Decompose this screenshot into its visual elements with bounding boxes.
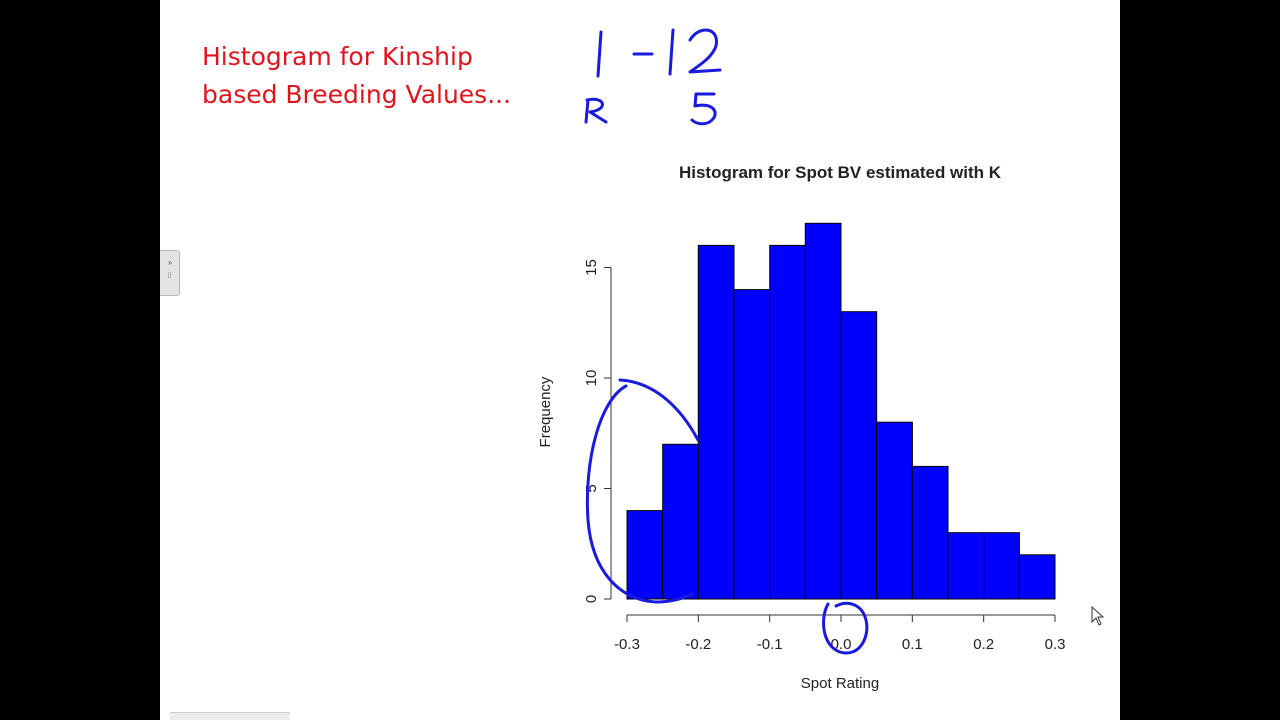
x-tick-label: 0.1 [902, 636, 923, 653]
handwritten-annotations [584, 28, 869, 655]
x-tick-label: 0.3 [1045, 636, 1066, 653]
double-chevron-right-icon: » [167, 258, 173, 267]
slide-title-line-2: based Breeding Values... [202, 80, 512, 109]
slide-canvas: Histogram for Kinship based Breeding Val… [160, 0, 1120, 720]
histogram-bar [840, 311, 878, 600]
bars-group [626, 222, 1056, 600]
y-tick-label: 0 [583, 595, 600, 603]
y-tick-label: 10 [583, 370, 600, 387]
handwritten-1-12 [596, 28, 722, 78]
y-tick-label: 15 [583, 259, 600, 276]
slide-title-line-1: Histogram for Kinship [202, 42, 473, 71]
handwritten-letter-r [584, 97, 608, 124]
chart-title: Histogram for Spot BV estimated with K [679, 163, 1002, 182]
x-axis-label: Spot Rating [801, 675, 879, 692]
x-tick-label: -0.2 [685, 636, 711, 653]
histogram-bar [804, 222, 842, 600]
histogram-bar [769, 244, 806, 600]
slide-title: Histogram for Kinship based Breeding Val… [202, 38, 511, 114]
grip-icon: ⁞⁞ [167, 273, 172, 280]
x-tick-label: -0.3 [614, 636, 640, 653]
x-tick-label: -0.1 [757, 636, 783, 653]
x-tick-label: 0.2 [973, 636, 994, 653]
histogram-bar [947, 532, 985, 600]
histogram-bar [1018, 554, 1056, 600]
y-tick-label: 5 [583, 484, 600, 492]
histogram-bar [626, 510, 664, 600]
side-panel-toggle[interactable]: » ⁞⁞ [160, 250, 180, 296]
handwritten-digit-5 [690, 92, 717, 126]
y-axis-label: Frequency [537, 376, 554, 447]
handwritten-loop-left-tail [585, 378, 700, 604]
x-axis: -0.3 -0.2 -0.1 0.0 0.1 0.2 0.3 [614, 614, 1066, 653]
histogram-bar [876, 421, 913, 600]
histogram-bar [662, 443, 699, 600]
histogram-bar [911, 465, 949, 600]
bottom-scroll-strip[interactable] [170, 712, 290, 720]
histogram-bar [733, 289, 771, 600]
y-axis: 0 5 10 15 [583, 259, 612, 603]
histogram-bar [697, 244, 735, 600]
handwritten-circle-zero [822, 601, 869, 655]
mouse-cursor-icon [1091, 605, 1105, 626]
histogram-bar [983, 532, 1020, 600]
histogram-chart: Histogram for Spot BV estimated with K -… [537, 28, 1105, 692]
